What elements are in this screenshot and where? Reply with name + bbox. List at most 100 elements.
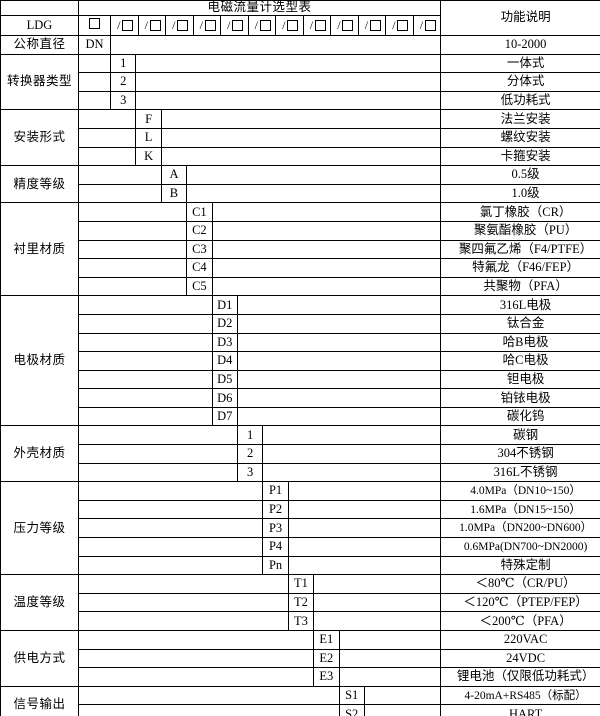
code-cell[interactable]: D1 [211, 295, 238, 315]
description-cell: 钽电极 [440, 369, 600, 390]
code-cell[interactable]: E1 [313, 630, 340, 650]
checkbox-square[interactable] [232, 20, 244, 31]
checkbox-square[interactable] [122, 20, 134, 31]
model-box-5[interactable]: / [221, 16, 249, 35]
code-cell[interactable]: D5 [211, 369, 238, 390]
checkbox-square[interactable] [314, 20, 326, 31]
blank-cell [78, 183, 162, 204]
model-box-7[interactable]: / [276, 16, 304, 35]
blank-cell [135, 72, 442, 92]
description-cell: 低功耗式 [440, 90, 600, 111]
table-row: S2 HART [1, 704, 600, 716]
table-row: 压力等级 P1 4.0MPa（DN10~150） [0, 481, 600, 576]
code-cell[interactable]: P3 [262, 518, 289, 539]
code-cell[interactable]: D6 [211, 388, 238, 408]
code-cell[interactable]: P2 [262, 499, 289, 520]
model-box-0[interactable] [78, 15, 111, 36]
model-box-1[interactable]: / [112, 16, 139, 35]
blank-cell [287, 537, 442, 557]
model-box-4[interactable]: / [194, 16, 222, 35]
code-cell[interactable]: 3 [109, 90, 137, 111]
checkbox-square[interactable] [89, 18, 100, 30]
model-box-10[interactable]: / [359, 16, 387, 35]
description-cell: 锂电池（仅限低功耗式） [440, 667, 600, 687]
table-row: D6 铂铱电极 [1, 388, 600, 408]
code-cell[interactable]: S1 [338, 685, 365, 706]
description-cell: ＜80℃（CR/PU） [440, 574, 600, 594]
code-cell[interactable]: C5 [186, 276, 213, 297]
code-cell[interactable]: B [160, 183, 188, 204]
blank-cell [78, 574, 289, 594]
code-cell[interactable]: 1 [236, 425, 264, 446]
code-cell[interactable]: L [135, 127, 162, 148]
code-cell[interactable]: K [135, 146, 162, 167]
model-box-8[interactable]: / [304, 16, 332, 35]
code-cell[interactable]: S2 [338, 704, 365, 716]
blank-cell [211, 239, 442, 260]
checkbox-square[interactable] [369, 20, 381, 31]
blank-cell [77, 276, 188, 297]
description-cell: 特殊定制 [440, 555, 600, 576]
code-cell[interactable]: 2 [236, 444, 264, 464]
code-cell[interactable]: P4 [262, 537, 289, 557]
blank-cell [338, 630, 442, 650]
code-cell[interactable]: 3 [236, 462, 264, 483]
blank-cell [77, 555, 264, 576]
code-cell[interactable]: D3 [211, 332, 238, 353]
description-cell: 法兰安装 [440, 109, 600, 129]
table-row: T3 ＜200℃（PFA） [1, 611, 600, 631]
checkbox-square[interactable] [397, 20, 409, 31]
blank-cell [262, 462, 442, 483]
blank-cell [77, 109, 137, 129]
code-cell[interactable]: C2 [186, 220, 213, 241]
code-cell[interactable]: 2 [109, 72, 137, 92]
model-code-row: LDG / / / / / / / / / / / / [0, 15, 600, 36]
blank-cell [211, 220, 442, 241]
table-row: D3 哈B电极 [1, 332, 600, 353]
blank-cell [78, 685, 340, 706]
model-box-12[interactable]: / [414, 17, 440, 35]
code-cell[interactable]: D2 [211, 313, 238, 334]
model-box-6[interactable]: / [249, 16, 277, 35]
blank-cell [78, 351, 213, 371]
code-cell[interactable]: 1 [109, 53, 137, 74]
code-cell[interactable]: C1 [186, 202, 213, 222]
code-cell[interactable]: D4 [211, 351, 238, 371]
code-cell[interactable]: E2 [313, 648, 340, 669]
code-cell[interactable]: C3 [186, 239, 213, 260]
table-row: 衬里材质 C1 氯丁橡胶（CR） [0, 202, 600, 297]
group-label-3: 精度等级 [0, 165, 79, 204]
checkbox-square[interactable] [287, 20, 299, 31]
table-row: 3 低功耗式 [1, 90, 600, 111]
code-cell[interactable]: P1 [262, 481, 289, 501]
checkbox-square[interactable] [177, 20, 189, 31]
model-box-11[interactable]: / [386, 16, 414, 35]
blank-cell [160, 109, 442, 129]
code-cell[interactable]: T2 [287, 592, 315, 613]
code-cell[interactable]: C4 [186, 258, 213, 278]
table-row: L 螺纹安装 [1, 127, 600, 148]
code-cell[interactable]: T1 [287, 574, 315, 594]
slash-glyph: / [282, 17, 286, 32]
blank-cell [78, 295, 213, 315]
checkbox-square[interactable] [259, 20, 271, 31]
model-box-3[interactable]: / [166, 16, 194, 35]
code-cell[interactable]: Pn [262, 555, 289, 576]
code-cell[interactable]: E3 [313, 667, 340, 687]
model-box-9[interactable]: / [331, 16, 359, 35]
checkbox-square[interactable] [204, 20, 216, 31]
code-cell[interactable]: A [160, 165, 188, 185]
description-cell: 4-20mA+RS485（标配） [440, 685, 600, 706]
description-cell: 分体式 [440, 72, 600, 92]
checkbox-square[interactable] [149, 20, 161, 31]
code-cell[interactable]: F [135, 109, 162, 129]
description-cell: 特氟龙（F46/FEP） [440, 258, 600, 278]
model-box-2[interactable]: / [139, 16, 167, 35]
table-row: Pn 特殊定制 [1, 555, 600, 576]
code-cell[interactable]: T3 [287, 611, 315, 631]
checkbox-square[interactable] [342, 20, 354, 31]
blank-cell [78, 53, 111, 74]
code-cell[interactable]: D7 [211, 406, 238, 427]
slash-glyph: / [392, 17, 396, 32]
checkbox-square[interactable] [424, 20, 436, 31]
